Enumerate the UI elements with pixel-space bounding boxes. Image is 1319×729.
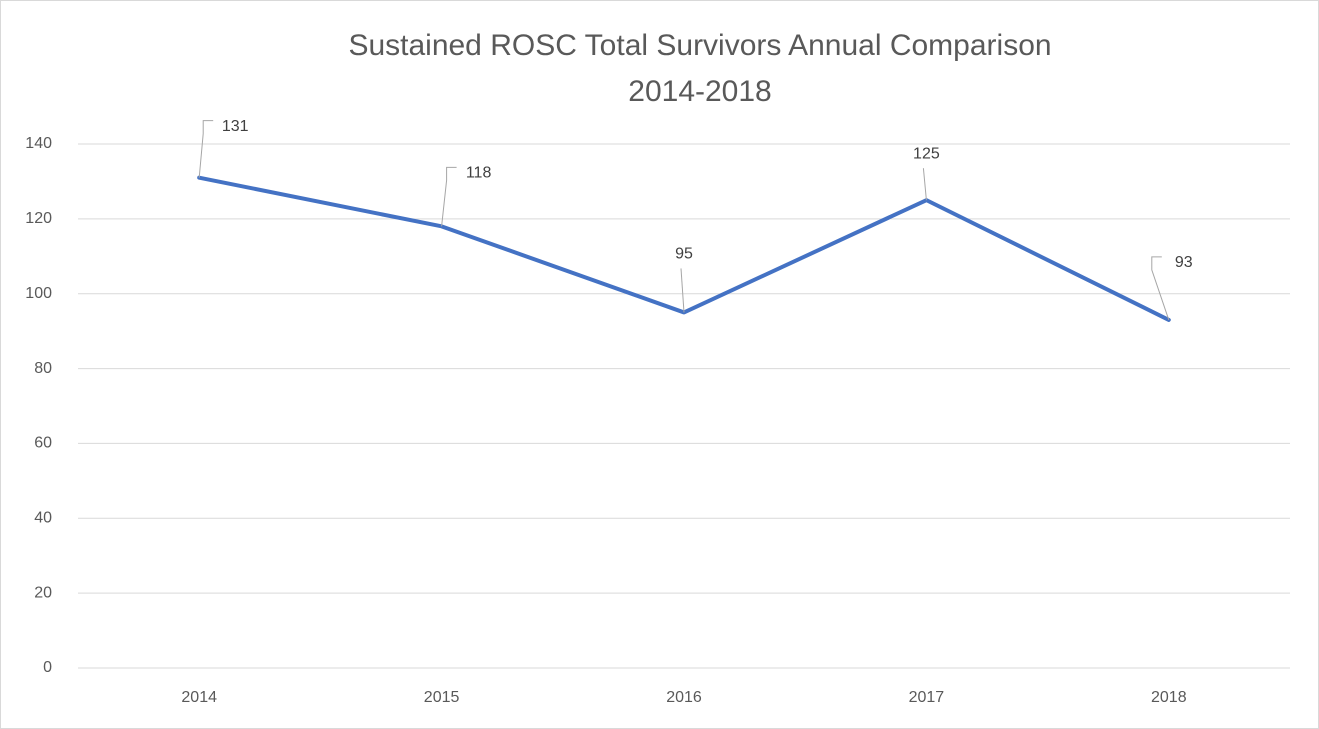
x-tick-label: 2016 <box>666 689 702 706</box>
data-label: 131 <box>222 118 249 135</box>
data-label: 93 <box>1175 254 1193 271</box>
leader-line <box>198 120 214 178</box>
data-label: 95 <box>675 246 693 263</box>
chart-title: Sustained ROSC Total Survivors Annual Co… <box>348 29 1051 62</box>
x-tick-label: 2014 <box>181 689 217 706</box>
chart-title: 2014-2018 <box>628 75 771 108</box>
x-tick-label: 2015 <box>424 689 460 706</box>
leader-line <box>922 168 927 201</box>
y-tick-label: 80 <box>34 360 52 377</box>
y-tick-label: 100 <box>25 285 52 302</box>
y-tick-label: 140 <box>25 135 52 152</box>
data-label: 125 <box>913 145 940 162</box>
y-tick-label: 40 <box>34 510 52 527</box>
y-tick-label: 20 <box>34 584 52 601</box>
y-tick-label: 0 <box>43 659 52 676</box>
leader-line <box>680 268 685 313</box>
y-tick-label: 120 <box>25 210 52 227</box>
leader-line <box>441 166 457 227</box>
leader-line <box>1151 256 1170 321</box>
x-tick-label: 2018 <box>1151 689 1187 706</box>
y-tick-label: 60 <box>34 435 52 452</box>
data-label: 118 <box>466 165 492 182</box>
x-tick-label: 2017 <box>909 689 945 706</box>
